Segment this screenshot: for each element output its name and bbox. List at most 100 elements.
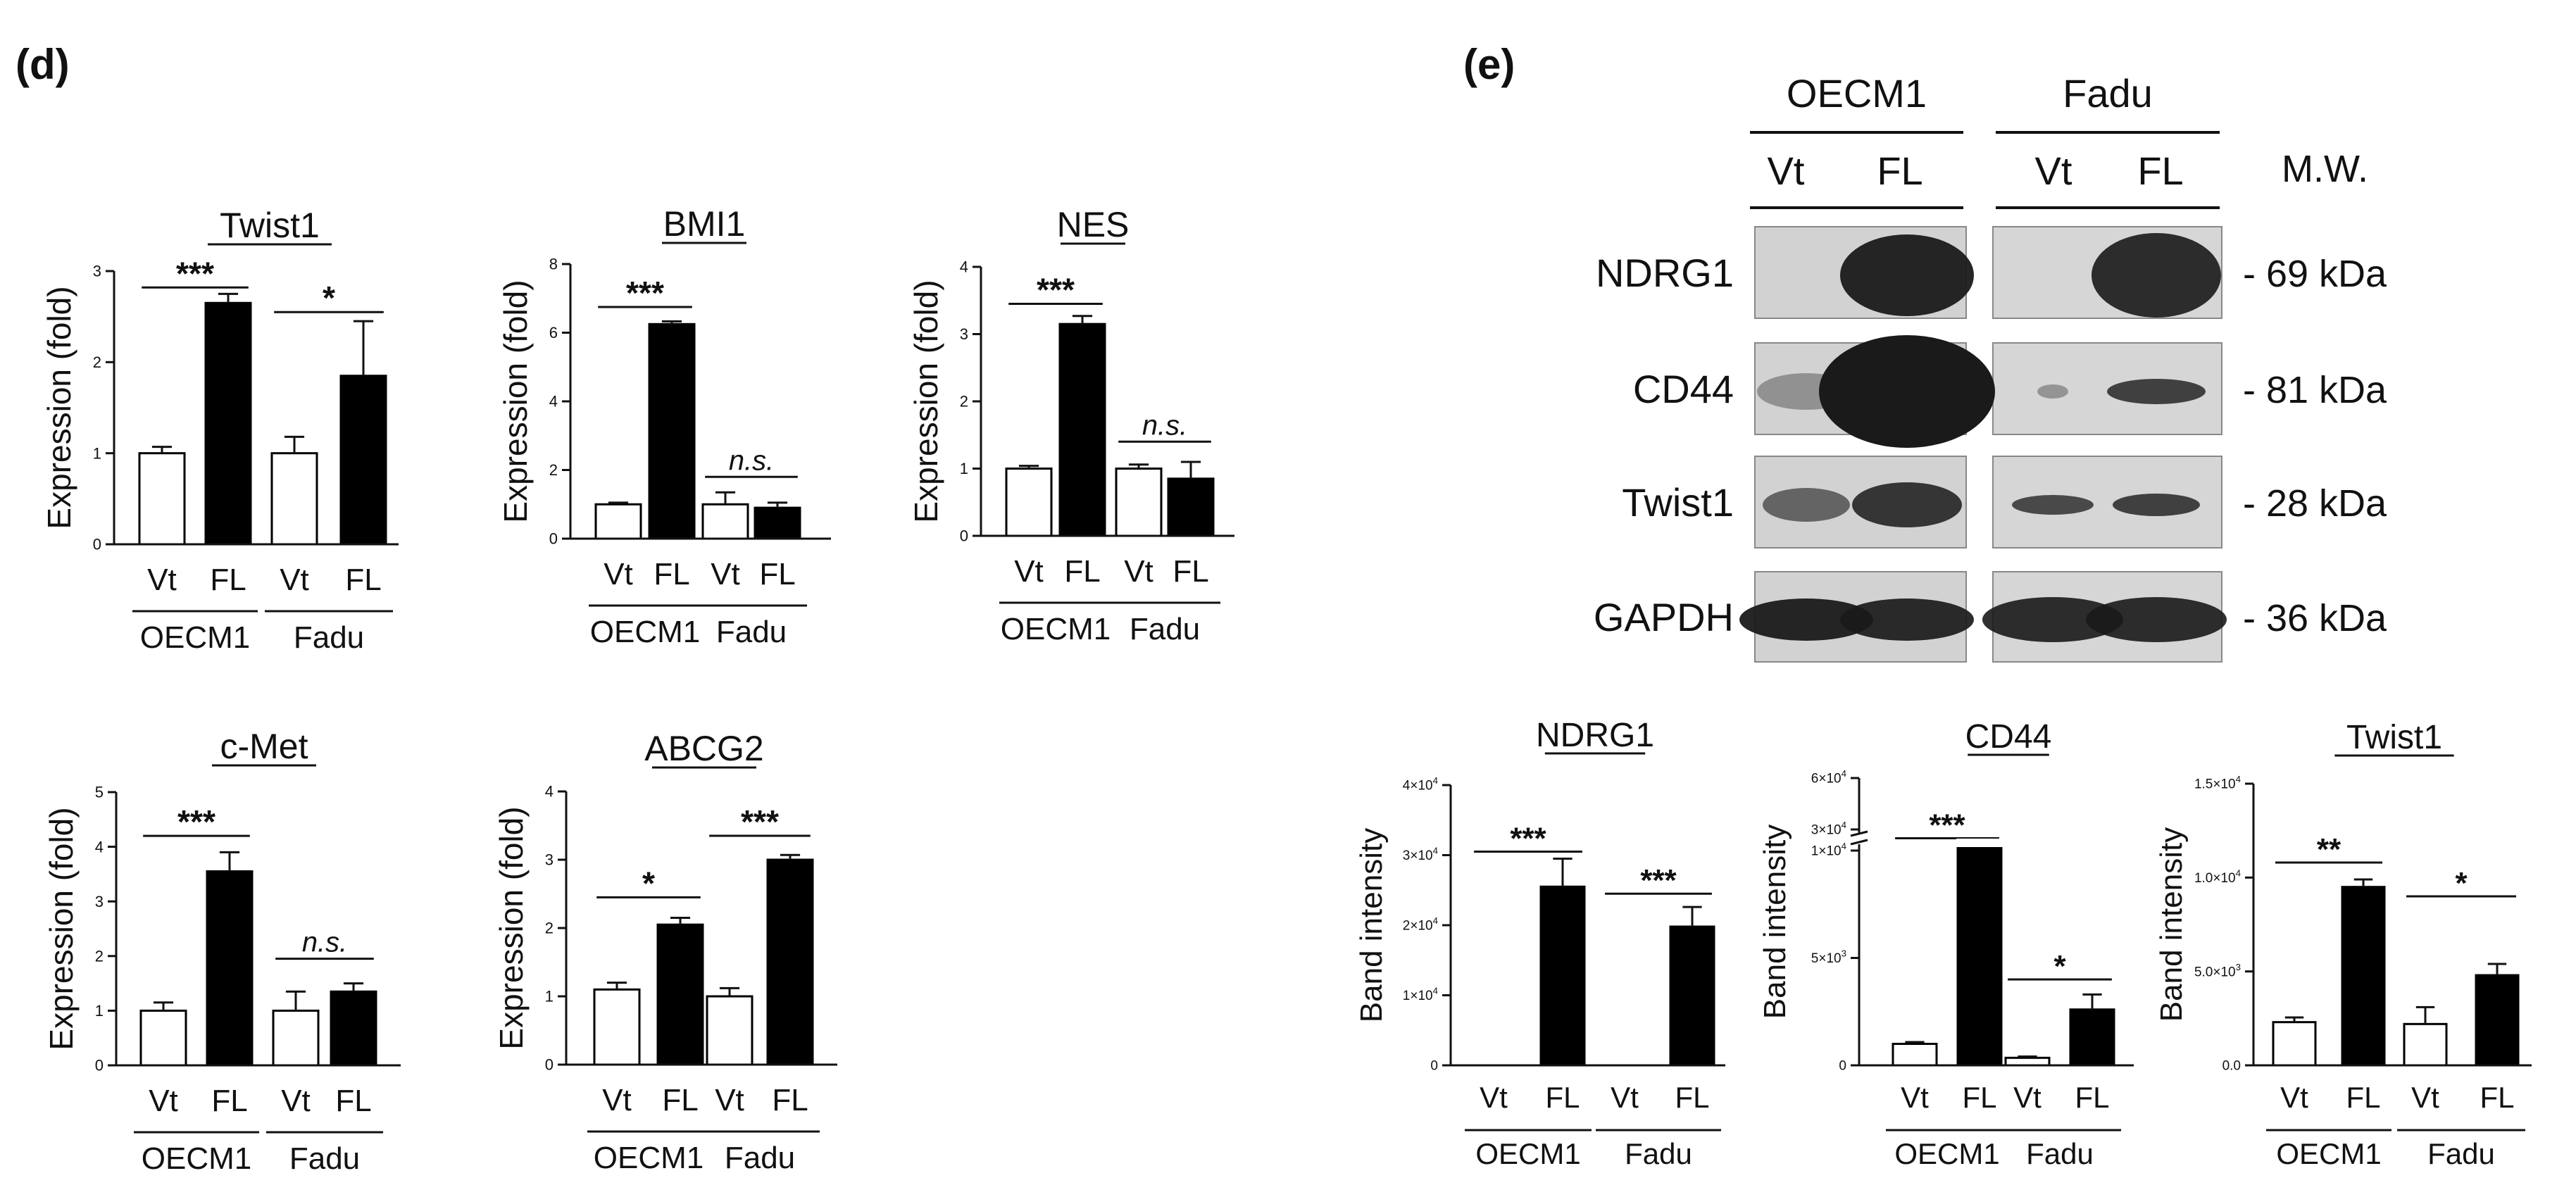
protein-band xyxy=(1739,598,1873,641)
x-tick-label: FL xyxy=(345,563,381,597)
axis-break-mark xyxy=(1850,839,1868,846)
bar-chart-d3: c-Met 0 1 2 3 4 5 Expression (fold) *** n.s. Vt FL V… xyxy=(43,727,401,1176)
y-axis-label: Band intensity xyxy=(2154,827,2189,1022)
x-tick-label: FL xyxy=(210,563,246,597)
bar-break-gap xyxy=(1956,839,2003,847)
y-axis-label: Expression (fold) xyxy=(493,806,530,1049)
bar xyxy=(2272,1021,2317,1067)
group-label: Fadu xyxy=(725,1141,795,1175)
protein-band xyxy=(1763,488,1850,522)
y-tick-label: 1 xyxy=(95,1002,104,1020)
x-tick-label: FL xyxy=(1962,1081,1996,1114)
molecular-weight-label: - 28 kDa xyxy=(2243,482,2387,525)
bar xyxy=(138,452,186,546)
x-tick-label: FL xyxy=(1173,554,1208,589)
western-blot: OECM1 Fadu Vt FL Vt FL M.W. NDRG1 - 69 kDa CD44 - … xyxy=(1594,71,2387,663)
y-tick-label: 2 xyxy=(960,393,968,411)
significance-label: * xyxy=(2455,866,2468,901)
x-tick-label: Vt xyxy=(2411,1081,2439,1114)
bar xyxy=(648,322,696,540)
chart-title: NDRG1 xyxy=(1536,717,1654,754)
bar xyxy=(2004,1056,2051,1067)
y-axis-label: Expression (fold) xyxy=(497,280,534,522)
protein-band xyxy=(2107,379,2206,404)
x-tick-label: Vt xyxy=(604,557,633,591)
bar-chart-e1: CD44 0 5×103 1×104 3×104 6×104 Band intensity *… xyxy=(1758,718,2134,1170)
molecular-weight-label: - 36 kDa xyxy=(2243,597,2387,639)
bar xyxy=(2069,1008,2115,1067)
group-label: Fadu xyxy=(1625,1137,1692,1170)
bar xyxy=(656,923,704,1066)
group-label: Fadu xyxy=(2026,1137,2094,1170)
y-axis-label: Band intensity xyxy=(1354,828,1389,1022)
y-tick-label: 6 xyxy=(549,324,558,341)
bar xyxy=(1956,839,2003,1067)
y-tick-label: 4 xyxy=(95,838,104,856)
significance-label: * xyxy=(642,865,655,901)
group-label: OECM1 xyxy=(1475,1137,1580,1170)
x-tick-label: Vt xyxy=(280,563,309,597)
y-tick-label: 0 xyxy=(549,530,558,548)
x-tick-label: FL xyxy=(335,1084,371,1118)
y-tick-label: 3 xyxy=(545,851,554,869)
significance-label: n.s. xyxy=(729,445,774,476)
protein-band xyxy=(2092,233,2221,318)
cell-line-header: OECM1 xyxy=(1787,71,1927,115)
y-tick-label: 6×104 xyxy=(1811,768,1846,786)
significance-label: ** xyxy=(2317,832,2341,867)
protein-band xyxy=(1840,234,1974,316)
protein-band xyxy=(2037,384,2068,399)
x-tick-label: FL xyxy=(1675,1081,1709,1114)
mw-header: M.W. xyxy=(2282,148,2368,190)
x-tick-label: FL xyxy=(654,557,689,591)
x-tick-label: Vt xyxy=(711,557,740,591)
bar-chart-e2: Twist1 0.0 5.0×103 1.0×104 1.5×104 Band inten… xyxy=(2154,719,2532,1170)
axis-break-mark xyxy=(1850,830,1868,837)
lane-label: Vt xyxy=(1768,149,1805,193)
chart-title: Twist1 xyxy=(220,206,320,245)
x-tick-label: FL xyxy=(211,1084,247,1118)
bar xyxy=(1167,477,1215,537)
group-label: OECM1 xyxy=(1001,612,1111,646)
y-tick-label: 2 xyxy=(545,920,554,937)
x-tick-label: Vt xyxy=(1480,1081,1508,1114)
y-tick-label: 0 xyxy=(960,527,968,545)
molecular-weight-label: - 69 kDa xyxy=(2243,253,2387,295)
y-tick-label: 0 xyxy=(545,1056,554,1074)
protein-band xyxy=(2012,495,2094,515)
y-tick-label: 2 xyxy=(549,461,558,479)
bar xyxy=(204,301,252,546)
x-tick-label: Vt xyxy=(1014,554,1044,589)
group-label: Fadu xyxy=(716,615,787,649)
y-tick-label: 1×104 xyxy=(1811,841,1846,859)
significance-label: * xyxy=(2053,949,2066,984)
bar xyxy=(766,858,814,1066)
lane-label: Vt xyxy=(2035,149,2072,193)
y-tick-label: 3×104 xyxy=(1403,846,1438,864)
significance-label: *** xyxy=(177,803,215,840)
y-tick-label: 4 xyxy=(545,783,554,801)
x-tick-label: FL xyxy=(772,1083,808,1117)
group-label: OECM1 xyxy=(142,1141,251,1176)
y-axis-label: Expression (fold) xyxy=(41,286,77,529)
significance-label: n.s. xyxy=(1142,410,1187,441)
x-tick-label: FL xyxy=(2075,1081,2109,1114)
blot-protein-label: NDRG1 xyxy=(1596,251,1734,295)
chart-title: NES xyxy=(1057,205,1130,244)
y-tick-label: 0 xyxy=(1839,1059,1846,1074)
group-label: Fadu xyxy=(1130,612,1200,646)
protein-band xyxy=(2086,597,2227,642)
chart-title: BMI1 xyxy=(663,204,746,244)
y-tick-label: 2 xyxy=(95,948,104,965)
bar xyxy=(270,452,318,546)
bar xyxy=(339,375,387,546)
significance-label: * xyxy=(323,280,335,316)
bar xyxy=(1539,885,1586,1067)
y-tick-label: 3×104 xyxy=(1811,820,1846,838)
bar xyxy=(2475,974,2520,1067)
y-tick-label: 0 xyxy=(93,536,101,553)
y-tick-label: 0 xyxy=(1430,1059,1438,1074)
chart-title: CD44 xyxy=(1965,718,2052,756)
